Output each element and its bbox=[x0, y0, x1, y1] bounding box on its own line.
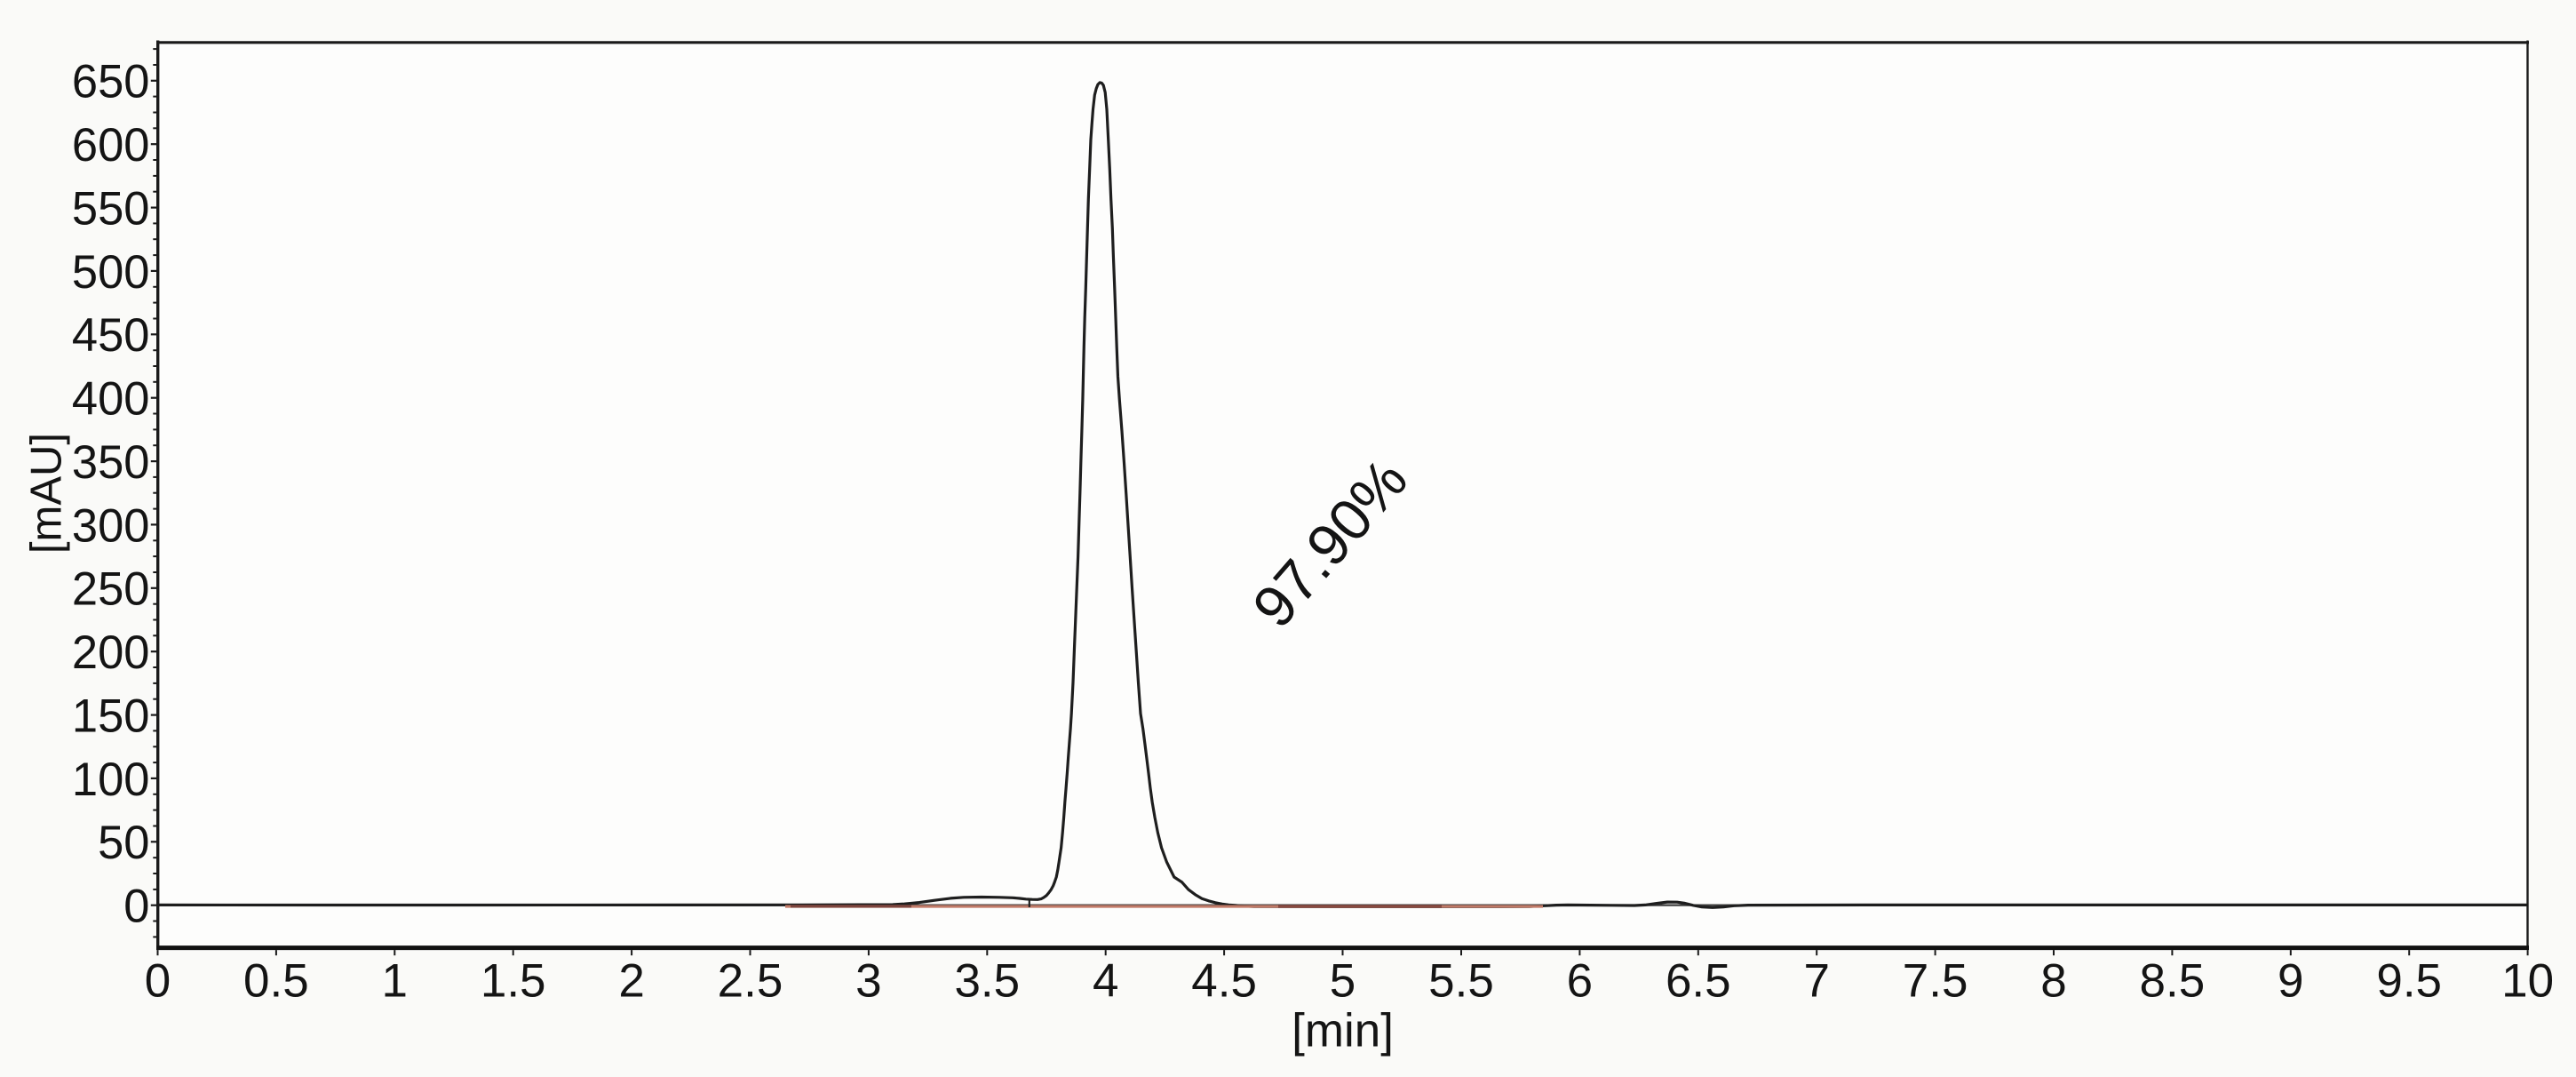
svg-text:9: 9 bbox=[2278, 955, 2303, 1008]
svg-text:550: 550 bbox=[72, 183, 150, 235]
svg-text:7.5: 7.5 bbox=[1903, 955, 1968, 1008]
svg-text:5: 5 bbox=[1330, 955, 1356, 1008]
svg-text:1.5: 1.5 bbox=[481, 955, 546, 1008]
svg-text:200: 200 bbox=[72, 626, 150, 679]
svg-text:5.5: 5.5 bbox=[1428, 955, 1494, 1008]
svg-text:10: 10 bbox=[2501, 955, 2554, 1008]
svg-text:500: 500 bbox=[72, 246, 150, 299]
svg-text:[min]: [min] bbox=[1292, 1005, 1394, 1057]
svg-text:2: 2 bbox=[618, 955, 644, 1008]
svg-text:4: 4 bbox=[1093, 955, 1118, 1008]
svg-text:6.5: 6.5 bbox=[1666, 955, 1731, 1008]
svg-text:7: 7 bbox=[1803, 955, 1829, 1008]
svg-text:350: 350 bbox=[72, 436, 150, 489]
svg-text:50: 50 bbox=[98, 817, 149, 869]
svg-text:3: 3 bbox=[855, 955, 881, 1008]
svg-text:300: 300 bbox=[72, 499, 150, 552]
svg-text:650: 650 bbox=[72, 56, 150, 108]
svg-text:8.5: 8.5 bbox=[2140, 955, 2206, 1008]
svg-text:400: 400 bbox=[72, 373, 150, 426]
svg-text:[mAU]: [mAU] bbox=[23, 433, 71, 554]
svg-text:8: 8 bbox=[2040, 955, 2066, 1008]
svg-text:9.5: 9.5 bbox=[2376, 955, 2442, 1008]
svg-text:450: 450 bbox=[72, 309, 150, 362]
svg-text:100: 100 bbox=[72, 754, 150, 806]
svg-text:2.5: 2.5 bbox=[718, 955, 783, 1008]
svg-text:150: 150 bbox=[72, 690, 150, 743]
svg-text:600: 600 bbox=[72, 119, 150, 172]
svg-text:4.5: 4.5 bbox=[1191, 955, 1257, 1008]
svg-text:3.5: 3.5 bbox=[954, 955, 1020, 1008]
svg-text:0: 0 bbox=[145, 955, 171, 1008]
svg-text:250: 250 bbox=[72, 563, 150, 616]
svg-text:6: 6 bbox=[1567, 955, 1593, 1008]
svg-text:0.5: 0.5 bbox=[243, 955, 309, 1008]
svg-text:1: 1 bbox=[382, 955, 408, 1008]
svg-text:0: 0 bbox=[123, 881, 149, 933]
